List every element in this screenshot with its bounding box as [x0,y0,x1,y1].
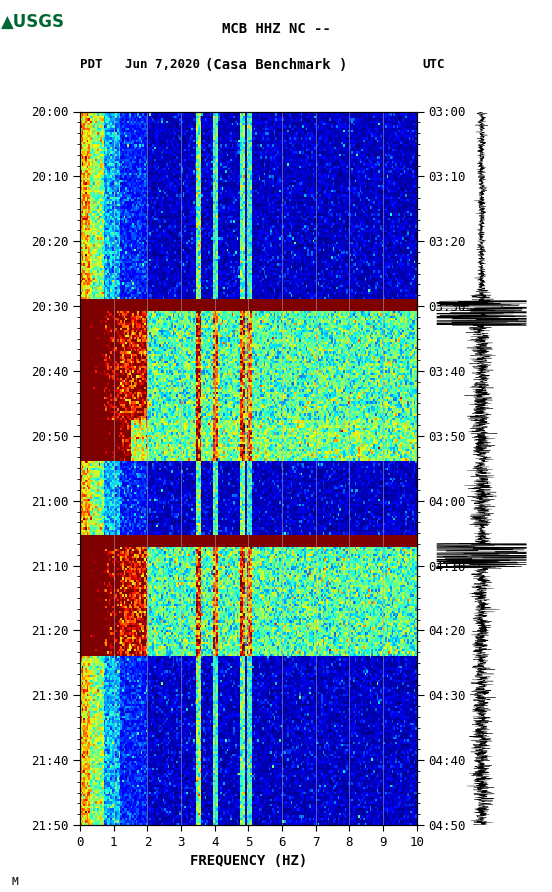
Text: UTC: UTC [422,58,445,71]
Text: ▲USGS: ▲USGS [2,13,66,31]
Text: (Casa Benchmark ): (Casa Benchmark ) [205,58,347,72]
X-axis label: FREQUENCY (HZ): FREQUENCY (HZ) [190,854,307,868]
Text: PDT   Jun 7,2020: PDT Jun 7,2020 [80,58,200,71]
Text: M: M [11,877,18,887]
Text: MCB HHZ NC --: MCB HHZ NC -- [221,22,331,37]
